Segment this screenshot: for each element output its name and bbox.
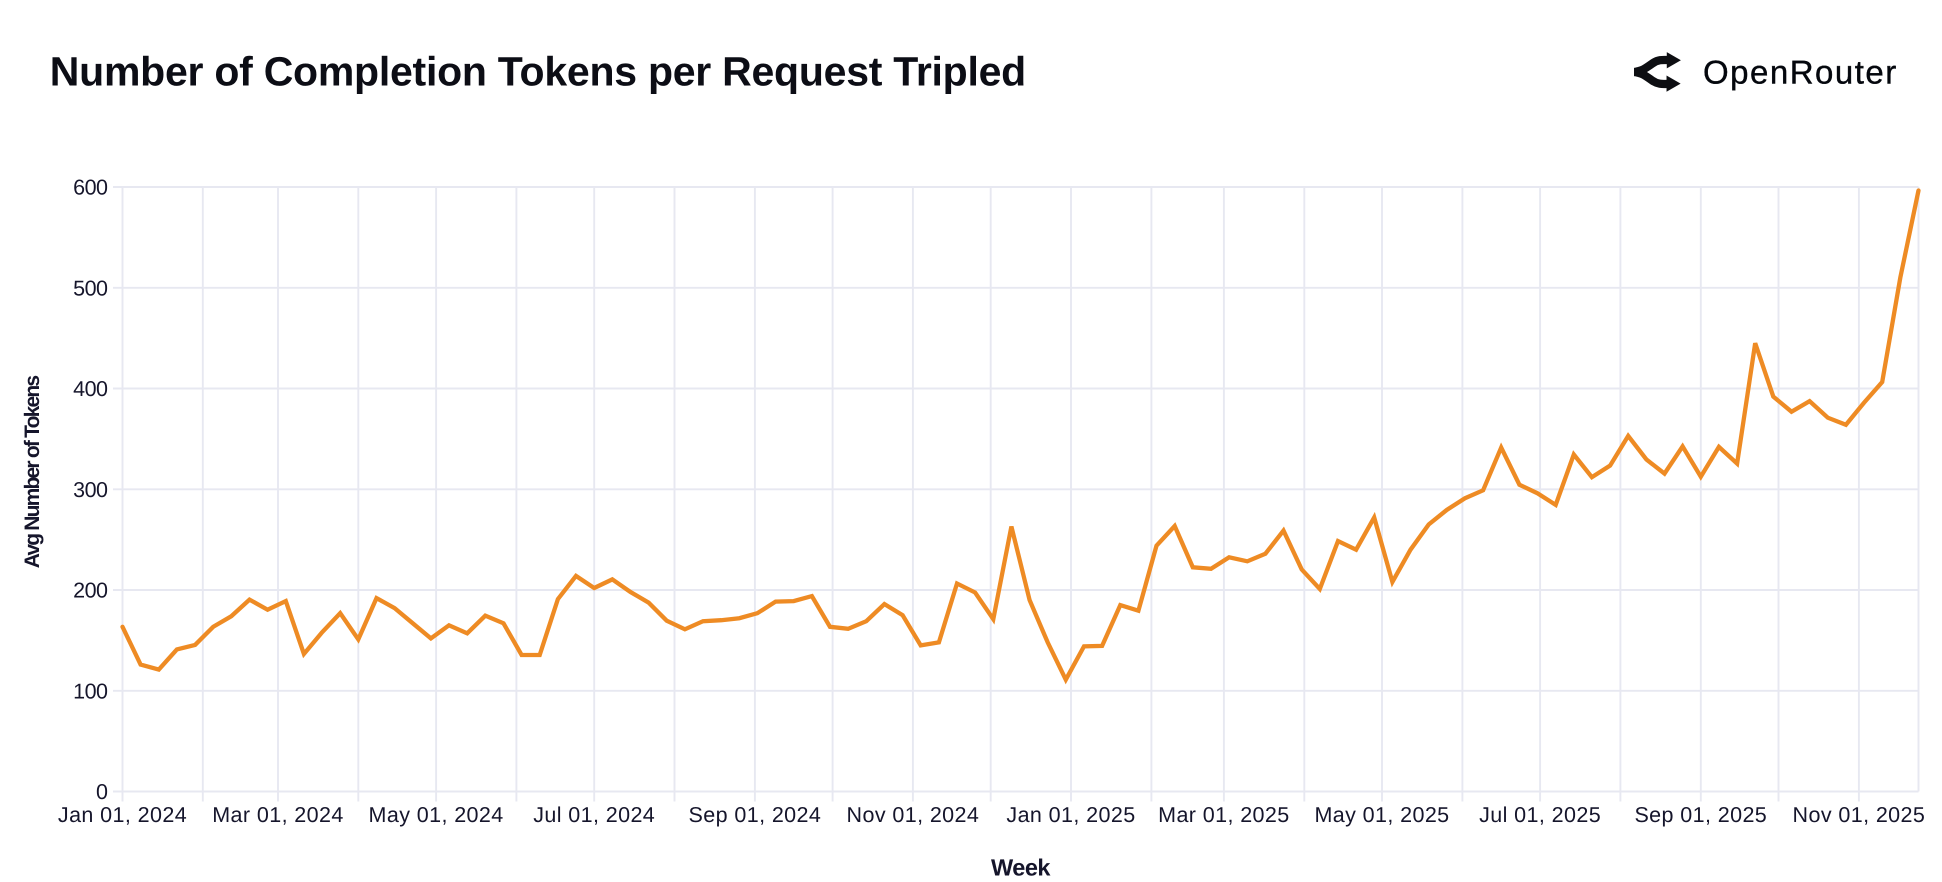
svg-text:Nov 01, 2025: Nov 01, 2025 (1793, 803, 1926, 827)
svg-text:May 01, 2024: May 01, 2024 (369, 803, 504, 827)
svg-text:Mar 01, 2024: Mar 01, 2024 (212, 803, 344, 827)
svg-text:OpenRouter: OpenRouter (1703, 54, 1898, 91)
svg-text:400: 400 (73, 377, 108, 401)
svg-text:Jul 01, 2024: Jul 01, 2024 (533, 803, 655, 827)
svg-text:200: 200 (73, 579, 108, 603)
svg-text:Avg Number of Tokens: Avg Number of Tokens (21, 376, 44, 569)
svg-text:300: 300 (73, 478, 108, 502)
svg-text:0: 0 (96, 780, 108, 804)
svg-text:May 01, 2025: May 01, 2025 (1314, 803, 1449, 827)
svg-text:Mar 01, 2025: Mar 01, 2025 (1158, 803, 1290, 827)
svg-text:Jan 01, 2024: Jan 01, 2024 (58, 803, 187, 827)
svg-text:Nov 01, 2024: Nov 01, 2024 (847, 803, 980, 827)
svg-text:100: 100 (73, 679, 108, 703)
svg-text:Jan 01, 2025: Jan 01, 2025 (1006, 803, 1135, 827)
svg-text:600: 600 (73, 176, 108, 200)
svg-text:Week: Week (991, 855, 1051, 881)
svg-text:Sep 01, 2025: Sep 01, 2025 (1634, 803, 1767, 827)
svg-text:Jul 01, 2025: Jul 01, 2025 (1479, 803, 1601, 827)
svg-text:500: 500 (73, 276, 108, 300)
svg-text:Sep 01, 2024: Sep 01, 2024 (689, 803, 822, 827)
svg-text:Number of Completion Tokens pe: Number of Completion Tokens per Request … (50, 49, 1026, 95)
